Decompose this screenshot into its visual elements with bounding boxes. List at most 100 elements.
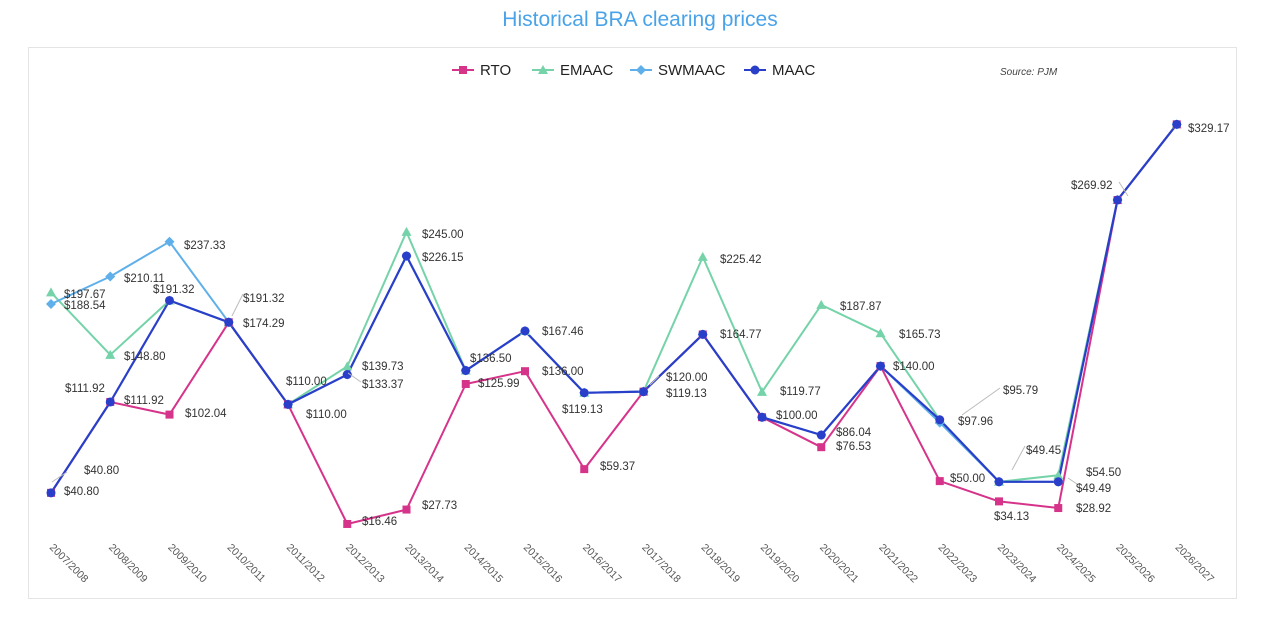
point-rto-7 — [461, 379, 470, 388]
point-emaac-12 — [757, 386, 767, 396]
point-maac-1 — [105, 397, 115, 407]
annotation-leaders — [51, 181, 1129, 485]
x-tick-label: 2025/2026 — [1113, 542, 1157, 586]
data-label: $50.00 — [950, 473, 985, 485]
point-emaac-13 — [816, 299, 827, 309]
x-tick-label: 2021/2022 — [876, 542, 920, 586]
data-label: $111.92 — [65, 383, 105, 395]
data-label: $95.79 — [1003, 385, 1038, 397]
x-tick-label: 2015/2016 — [521, 542, 565, 586]
x-tick-label: 2013/2014 — [402, 542, 446, 586]
point-rto-6 — [402, 505, 411, 514]
x-tick-label: 2009/2010 — [165, 542, 209, 586]
series-lines — [50, 123, 1178, 525]
data-label: $167.46 — [542, 326, 584, 338]
x-tick-label: 2019/2020 — [758, 542, 802, 586]
point-swmaac-0 — [46, 299, 56, 310]
point-maac-16 — [994, 477, 1004, 487]
series-markers — [46, 119, 1182, 528]
data-label: $225.42 — [720, 254, 762, 266]
legend: RTO EMAAC SWMAAC MAAC — [452, 62, 816, 79]
data-label: $97.96 — [958, 416, 993, 428]
data-label: $133.37 — [362, 379, 404, 391]
data-label: $102.04 — [185, 408, 227, 420]
data-label: $164.77 — [720, 329, 762, 341]
x-tick-label: 2011/2012 — [284, 542, 327, 585]
legend-item-rto[interactable]: RTO — [480, 62, 511, 79]
data-label: $174.29 — [243, 318, 285, 330]
point-maac-19 — [1172, 119, 1182, 129]
legend-item-maac[interactable]: MAAC — [772, 62, 816, 79]
data-label: $110.00 — [286, 376, 327, 388]
data-label: $27.73 — [422, 500, 457, 512]
x-tick-label: 2018/2019 — [699, 542, 743, 586]
x-tick-label: 2023/2024 — [995, 542, 1039, 586]
series-line-emaac — [50, 123, 1178, 483]
point-emaac-11 — [697, 251, 708, 261]
x-tick-label: 2010/2011 — [225, 542, 268, 585]
data-labels: $197.67$188.54$148.80$210.11$191.32$237.… — [64, 123, 1230, 528]
data-label: $59.37 — [600, 461, 635, 473]
x-tick-label: 2016/2017 — [580, 542, 624, 586]
point-emaac-1 — [105, 349, 116, 359]
point-maac-0 — [46, 488, 56, 498]
data-label: $40.80 — [64, 486, 99, 498]
point-swmaac-2 — [164, 236, 175, 247]
legend-marker-emaac — [538, 65, 548, 74]
chart-frame — [28, 47, 1237, 599]
x-tick-label: 2014/2015 — [462, 542, 506, 586]
data-label: $111.92 — [124, 395, 164, 407]
point-rto-5 — [343, 519, 352, 528]
data-label: $191.32 — [243, 293, 285, 305]
point-maac-8 — [520, 326, 530, 336]
data-label: $139.73 — [362, 361, 404, 373]
data-label: $40.80 — [84, 465, 119, 477]
point-maac-14 — [876, 361, 885, 371]
legend-item-emaac[interactable]: EMAAC — [560, 62, 614, 79]
data-label: $119.77 — [780, 386, 821, 398]
x-tick-label: 2022/2023 — [936, 542, 980, 586]
x-tick-label: 2024/2025 — [1054, 542, 1098, 586]
point-rto-16 — [995, 497, 1003, 506]
series-line-maac — [50, 123, 1178, 494]
annotation-leader — [231, 293, 244, 317]
data-label: $187.87 — [840, 301, 882, 313]
data-label: $191.32 — [153, 284, 195, 296]
point-maac-12 — [757, 412, 767, 422]
data-label: $120.00 — [666, 372, 708, 384]
x-tick-label: 2017/2018 — [639, 542, 683, 586]
data-label: $86.04 — [836, 427, 872, 439]
point-maac-9 — [579, 388, 589, 398]
point-rto-2 — [165, 410, 174, 419]
data-label: $28.92 — [1076, 503, 1111, 515]
data-label: $197.67 — [64, 289, 106, 301]
legend-item-swmaac[interactable]: SWMAAC — [658, 62, 726, 79]
point-maac-2 — [165, 295, 174, 305]
point-emaac-14 — [875, 328, 886, 338]
x-tick-label: 2020/2021 — [817, 542, 861, 586]
point-emaac-0 — [46, 287, 56, 297]
point-maac-6 — [402, 251, 411, 261]
data-label: $269.92 — [1071, 180, 1113, 192]
annotation-leader — [1067, 477, 1078, 485]
data-label: $226.15 — [422, 252, 464, 264]
data-label: $125.99 — [478, 378, 520, 390]
x-tick-label: 2007/2008 — [47, 542, 91, 586]
point-maac-7 — [461, 366, 471, 376]
data-label: $34.13 — [994, 511, 1029, 523]
data-label: $329.17 — [1188, 123, 1230, 135]
annotation-leader — [51, 471, 68, 483]
data-label: $49.49 — [1076, 483, 1111, 495]
point-maac-13 — [816, 430, 826, 440]
point-emaac-5 — [342, 361, 353, 371]
data-label: $165.73 — [899, 329, 941, 341]
data-label: $136.50 — [470, 353, 512, 365]
point-maac-18 — [1113, 195, 1122, 205]
point-swmaac-1 — [105, 271, 116, 282]
point-maac-5 — [342, 370, 352, 380]
annotation-leader — [347, 372, 362, 383]
point-rto-17 — [1054, 504, 1063, 513]
point-maac-3 — [224, 317, 234, 327]
source-note: Source: PJM — [1000, 67, 1058, 78]
